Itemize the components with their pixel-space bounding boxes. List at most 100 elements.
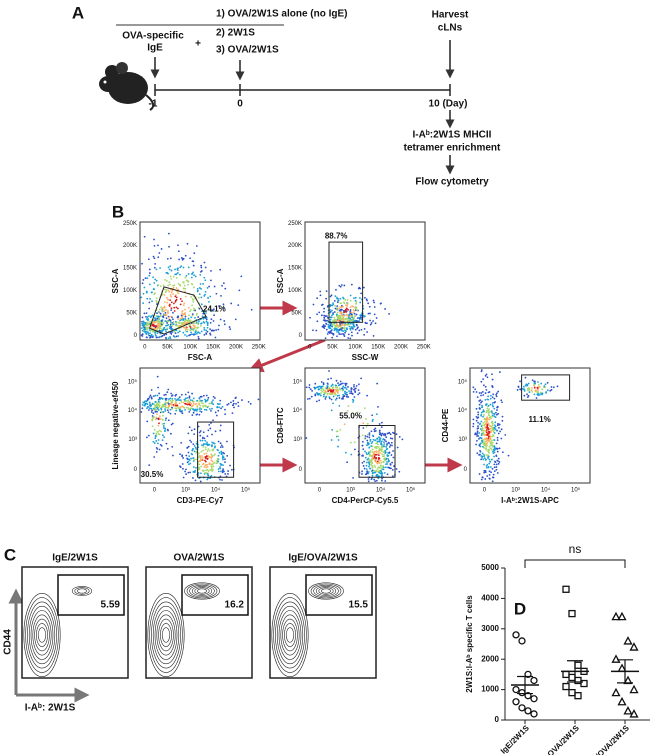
event-dot bbox=[495, 393, 498, 396]
event-dot bbox=[350, 326, 353, 329]
event-dot bbox=[215, 462, 218, 465]
event-dot bbox=[487, 449, 490, 452]
event-dot bbox=[306, 398, 309, 400]
event-dot bbox=[182, 304, 185, 307]
x-tick-label: 50K bbox=[162, 345, 173, 351]
event-dot bbox=[336, 324, 339, 327]
event-dot bbox=[194, 275, 197, 278]
event-dot bbox=[184, 287, 187, 290]
event-dot bbox=[200, 270, 203, 272]
event-dot bbox=[346, 299, 349, 301]
event-dot bbox=[487, 413, 490, 416]
event-dot bbox=[173, 336, 176, 338]
event-dot bbox=[319, 290, 322, 293]
event-dot bbox=[230, 401, 232, 404]
event-dot bbox=[204, 279, 207, 282]
event-dot bbox=[355, 384, 358, 387]
event-dot bbox=[379, 470, 382, 473]
event-dot bbox=[374, 322, 377, 325]
event-dot bbox=[340, 382, 343, 385]
event-dot bbox=[193, 325, 196, 327]
event-dot bbox=[192, 470, 195, 473]
event-dot bbox=[366, 435, 369, 438]
event-dot bbox=[354, 328, 357, 331]
event-dot bbox=[497, 422, 499, 425]
event-dot bbox=[373, 456, 376, 459]
event-dot bbox=[160, 248, 163, 250]
event-dot bbox=[202, 282, 205, 285]
event-dot bbox=[350, 314, 352, 317]
event-dot bbox=[498, 423, 501, 426]
event-dot bbox=[343, 423, 346, 426]
x-tick-label: 0 bbox=[153, 488, 157, 494]
panel-label: B bbox=[112, 202, 124, 221]
event-dot bbox=[151, 336, 154, 339]
event-dot bbox=[217, 454, 220, 457]
event-dot bbox=[151, 425, 154, 428]
event-dot bbox=[154, 401, 157, 403]
event-dot bbox=[175, 335, 178, 338]
event-dot bbox=[378, 459, 381, 461]
contour bbox=[151, 601, 181, 669]
event-dot bbox=[206, 465, 209, 468]
event-dot bbox=[344, 329, 346, 332]
event-dot bbox=[352, 327, 354, 330]
event-dot bbox=[211, 407, 213, 410]
event-dot bbox=[359, 314, 362, 317]
event-dot bbox=[478, 403, 481, 406]
event-dot bbox=[197, 425, 200, 428]
event-dot bbox=[488, 418, 491, 421]
event-dot bbox=[351, 305, 353, 308]
event-dot bbox=[540, 382, 543, 385]
event-dot bbox=[478, 392, 481, 394]
event-dot bbox=[162, 327, 165, 330]
event-dot bbox=[192, 307, 195, 310]
event-dot bbox=[322, 389, 325, 392]
event-dot bbox=[524, 376, 527, 379]
event-dot bbox=[147, 318, 150, 320]
event-dot bbox=[353, 312, 356, 315]
event-dot bbox=[388, 451, 391, 454]
event-dot bbox=[219, 402, 221, 405]
event-dot bbox=[160, 408, 163, 411]
event-dot bbox=[353, 317, 355, 319]
y-tick-label: 10⁴ bbox=[128, 407, 138, 414]
event-dot bbox=[337, 317, 340, 320]
event-dot bbox=[377, 477, 380, 480]
event-dot bbox=[171, 399, 174, 402]
contour bbox=[149, 597, 183, 673]
event-dot bbox=[329, 318, 332, 321]
event-dot bbox=[334, 392, 336, 394]
event-dot bbox=[491, 420, 493, 423]
event-dot bbox=[480, 420, 483, 423]
event-dot bbox=[365, 451, 368, 454]
event-dot bbox=[158, 392, 161, 395]
event-dot bbox=[337, 389, 339, 392]
event-dot bbox=[375, 456, 378, 459]
gate bbox=[358, 425, 396, 478]
event-dot bbox=[369, 454, 371, 457]
event-dot bbox=[180, 265, 183, 268]
event-dot bbox=[152, 412, 155, 415]
data-point bbox=[512, 685, 520, 694]
event-dot bbox=[541, 388, 544, 391]
x-tick-label: 10⁵ bbox=[241, 487, 251, 494]
event-dot bbox=[153, 293, 156, 296]
event-dot bbox=[178, 321, 181, 324]
event-dot bbox=[154, 333, 157, 335]
event-dot bbox=[203, 261, 206, 264]
event-dot bbox=[190, 316, 193, 319]
event-dot bbox=[171, 408, 174, 410]
event-dot bbox=[495, 411, 497, 414]
event-dot bbox=[373, 478, 376, 481]
event-dot bbox=[191, 414, 194, 417]
event-dot bbox=[388, 313, 390, 315]
panel-d: D 2W1S:I-Aᵇ specific T cells bbox=[465, 595, 526, 693]
event-dot bbox=[483, 410, 485, 413]
event-dot bbox=[189, 407, 192, 410]
event-dot bbox=[187, 445, 190, 448]
event-dot bbox=[384, 459, 387, 462]
event-dot bbox=[161, 334, 164, 337]
x-tick-label: 100K bbox=[183, 345, 197, 351]
